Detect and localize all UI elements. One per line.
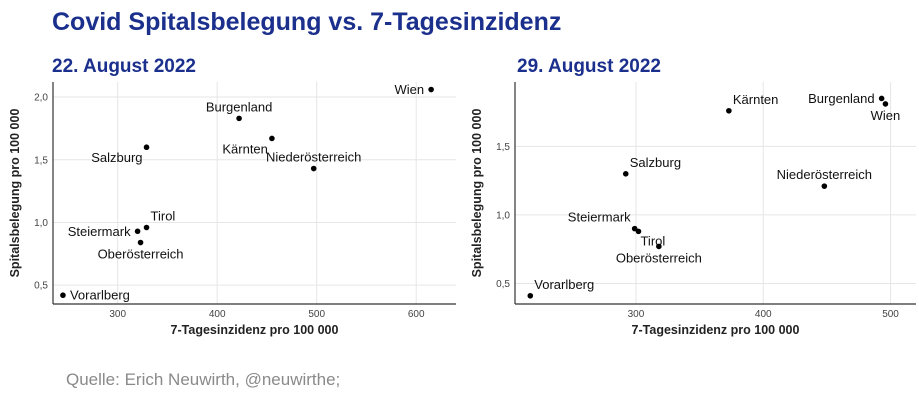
data-point bbox=[821, 183, 828, 189]
x-tick-label: 500 bbox=[882, 309, 899, 320]
data-point bbox=[882, 101, 889, 107]
x-axis-label: 7-Tagesinzidenz pro 100 000 bbox=[171, 323, 339, 337]
point-label: Salzburg bbox=[630, 155, 681, 170]
grid-lines bbox=[515, 82, 916, 304]
data-point bbox=[137, 239, 144, 246]
scatter-chart-left: 300 400 500 600 0,5 1,0 1,5 2,0 7-Tagesinzidenz … bbox=[8, 82, 456, 337]
data-point bbox=[656, 243, 662, 250]
data-point bbox=[134, 228, 141, 235]
point-label: Wien bbox=[871, 108, 901, 123]
data-point bbox=[143, 224, 150, 231]
y-tick-label: 0,5 bbox=[496, 279, 510, 290]
source-note: Quelle: Erich Neuwirth, @neuwirthe; bbox=[66, 370, 341, 389]
point-label: Burgenland bbox=[808, 91, 875, 106]
point-label: Kärnten bbox=[733, 92, 779, 107]
data-point bbox=[527, 292, 534, 299]
point-label: Tirol bbox=[151, 208, 176, 223]
y-tick-label: 2,0 bbox=[34, 93, 48, 104]
x-tick-label: 400 bbox=[755, 309, 772, 320]
x-tick-label: 300 bbox=[628, 309, 645, 320]
x-tick-label: 500 bbox=[308, 309, 325, 320]
y-tick-label: 1,5 bbox=[496, 142, 510, 153]
point-label: Niederösterreich bbox=[777, 167, 872, 182]
x-tick-label: 300 bbox=[109, 309, 126, 320]
data-point bbox=[878, 95, 885, 102]
data-point bbox=[428, 86, 434, 93]
y-tick-label: 1,5 bbox=[34, 155, 48, 166]
grid-lines bbox=[53, 82, 456, 304]
data-point bbox=[269, 135, 275, 142]
scatter-chart-right: 300 400 500 0,5 1,0 1,5 7-Tagesinzidenz pro 10… bbox=[470, 82, 916, 337]
data-point bbox=[236, 115, 242, 122]
point-label: Vorarlberg bbox=[70, 288, 130, 303]
point-label: Kärnten bbox=[222, 141, 268, 156]
data-point bbox=[622, 171, 629, 177]
data-point bbox=[60, 292, 66, 299]
point-label: Wien bbox=[394, 82, 424, 97]
point-label: Burgenland bbox=[206, 99, 273, 114]
point-label: Salzburg bbox=[91, 150, 142, 165]
x-tick-label: 400 bbox=[209, 309, 226, 320]
y-tick-label: 1,0 bbox=[496, 210, 510, 221]
y-tick-label: 1,0 bbox=[34, 218, 48, 229]
data-point bbox=[310, 165, 317, 172]
y-tick-label: 0,5 bbox=[34, 281, 48, 292]
point-label: Steiermark bbox=[68, 224, 131, 239]
point-label: Tirol bbox=[640, 233, 665, 248]
page-title: Covid Spitalsbelegung vs. 7-Tagesinziden… bbox=[52, 8, 562, 36]
point-label: Niederösterreich bbox=[266, 150, 361, 165]
point-label: Oberösterreich bbox=[98, 247, 184, 262]
data-point bbox=[726, 107, 732, 114]
point-label: Vorarlberg bbox=[534, 277, 594, 292]
data-point bbox=[635, 228, 642, 235]
chart-title-right: 29. August 2022 bbox=[517, 56, 661, 77]
point-label: Oberösterreich bbox=[616, 250, 702, 265]
y-axis-label: Spitalsbelegung pro 100 000 bbox=[8, 109, 22, 278]
y-axis-label: Spitalsbelegung pro 100 000 bbox=[470, 109, 484, 278]
point-label: Steiermark bbox=[568, 210, 631, 225]
data-point bbox=[143, 144, 150, 151]
chart-title-left: 22. August 2022 bbox=[52, 56, 196, 77]
x-axis-label: 7-Tagesinzidenz pro 100 000 bbox=[632, 323, 800, 337]
x-tick-label: 600 bbox=[408, 309, 425, 320]
